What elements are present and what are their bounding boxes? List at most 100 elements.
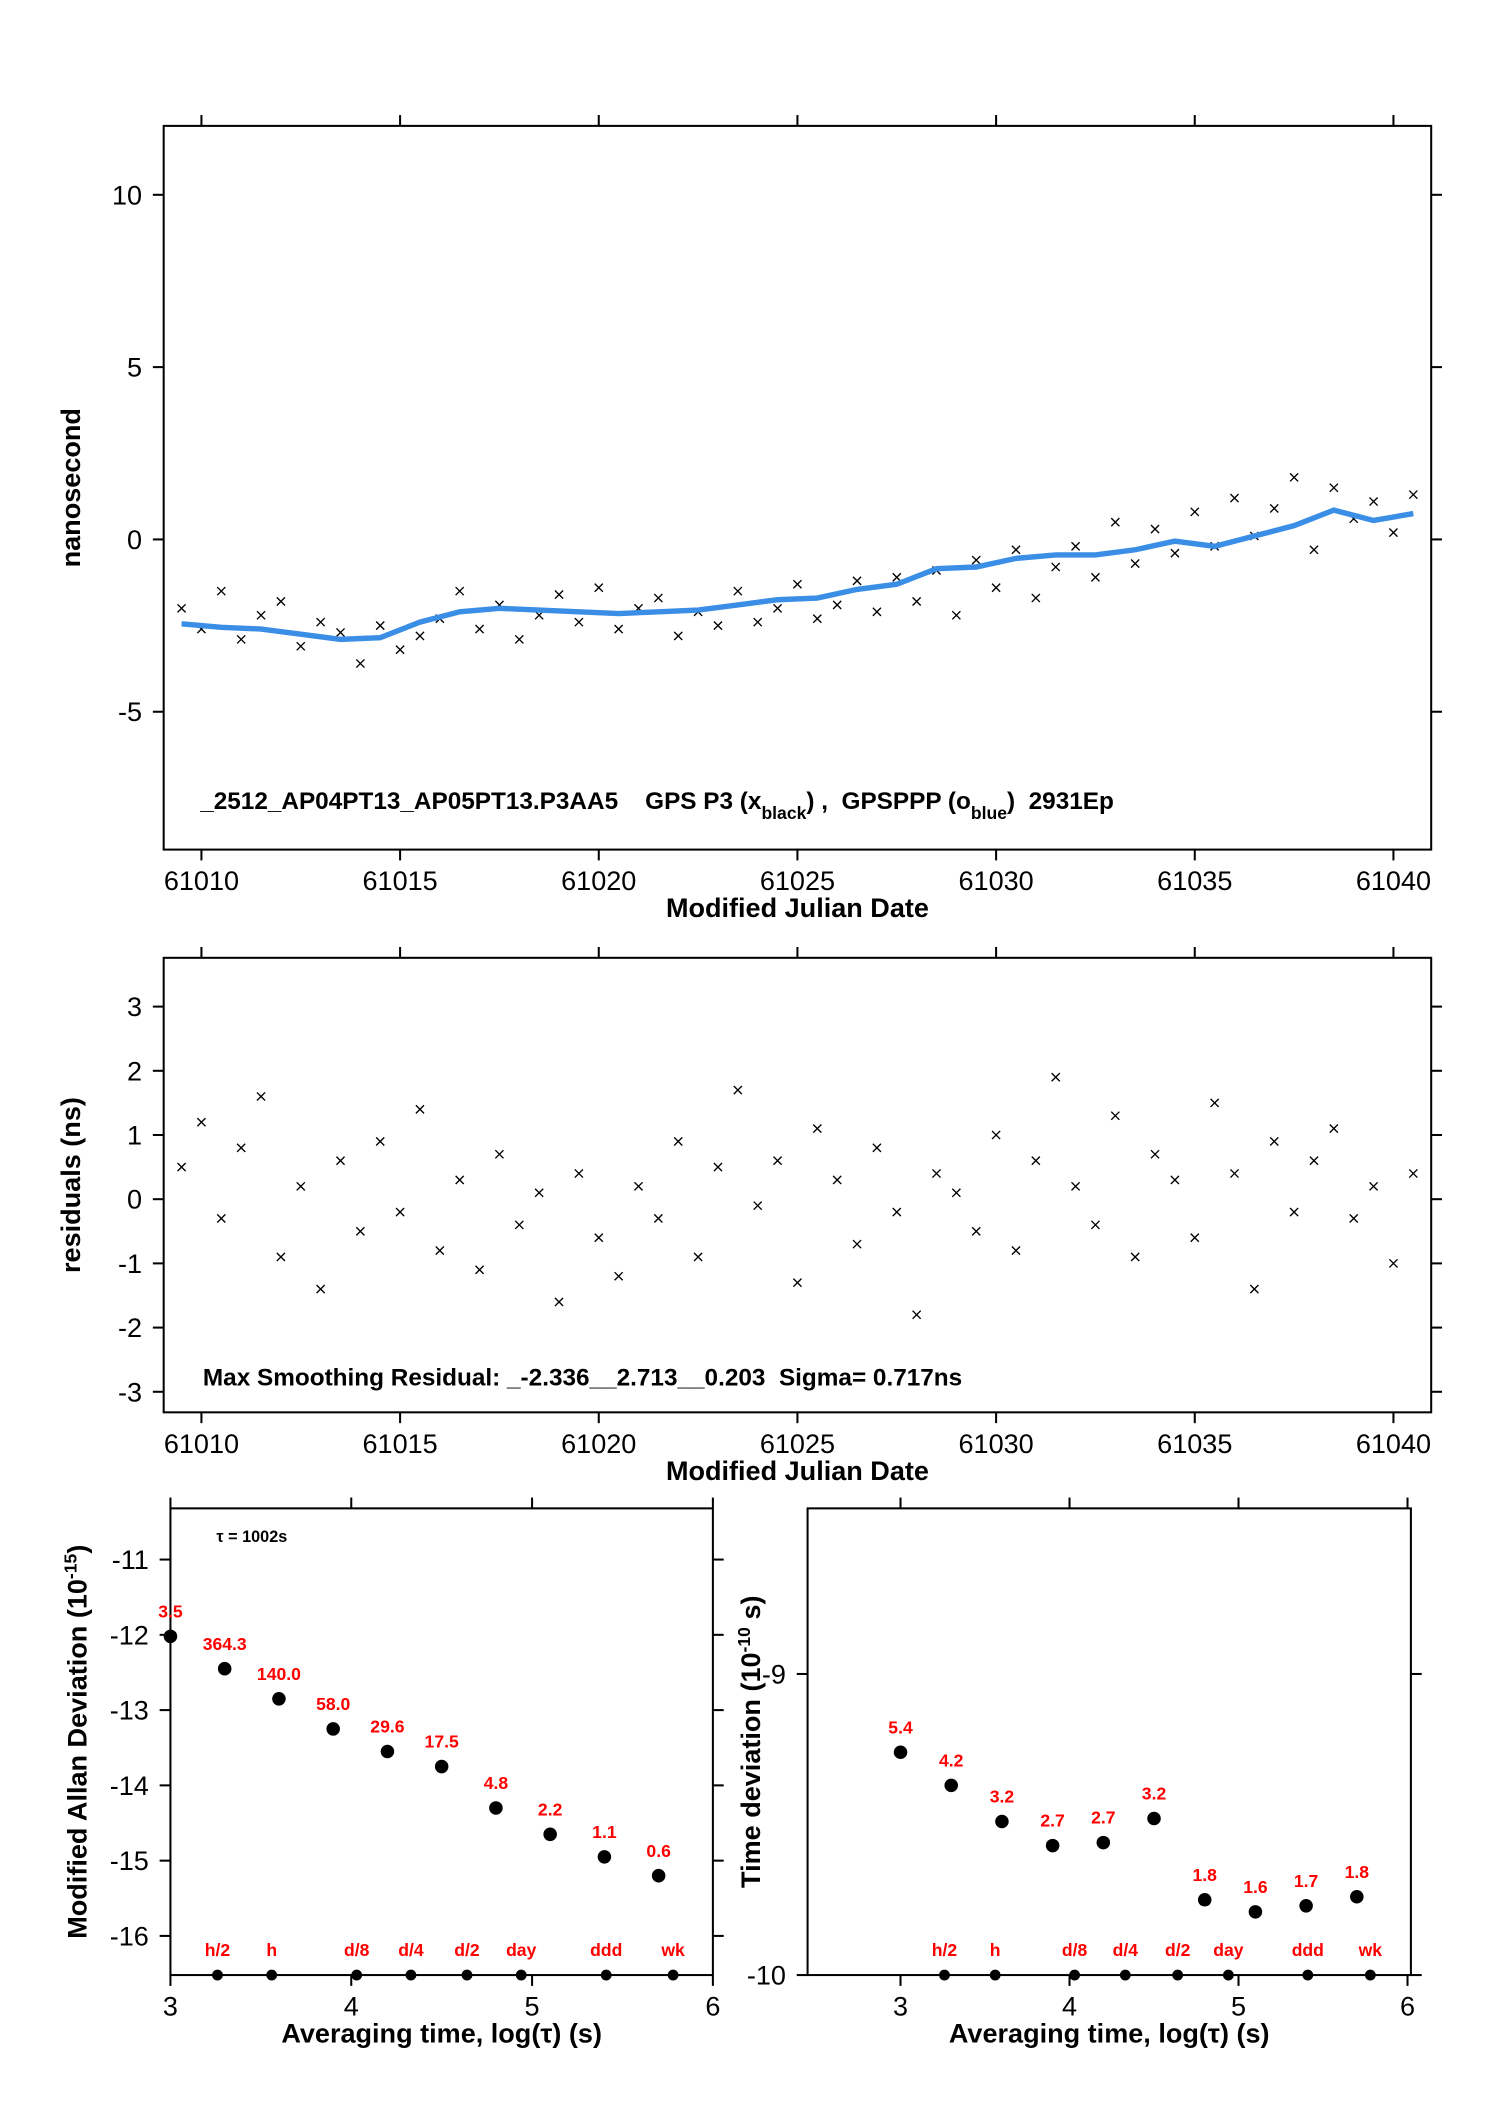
x-tick-label: 6 bbox=[1400, 1992, 1415, 2022]
point bbox=[415, 1104, 425, 1114]
point-label: 1.8 bbox=[1345, 1862, 1370, 1882]
y-tick-label: -16 bbox=[110, 1921, 149, 1951]
x-tick-label: 4 bbox=[1062, 1992, 1077, 2022]
tau-marker-label: h bbox=[990, 1940, 1001, 1960]
point bbox=[1249, 1284, 1259, 1294]
x-tick-label: 5 bbox=[525, 1992, 540, 2022]
point bbox=[1130, 559, 1140, 569]
point bbox=[892, 1207, 902, 1217]
point bbox=[534, 1188, 544, 1198]
y-tick-label: -12 bbox=[110, 1620, 149, 1650]
tau-marker bbox=[939, 1969, 950, 1981]
point bbox=[931, 1168, 942, 1179]
y-tick-label: 10 bbox=[112, 180, 142, 210]
point-label: 2.7 bbox=[1040, 1811, 1064, 1831]
point-label: 17.5 bbox=[425, 1732, 459, 1752]
point bbox=[1110, 517, 1120, 527]
annotation: τ = 1002s bbox=[216, 1528, 287, 1546]
tau-marker bbox=[1222, 1969, 1234, 1981]
point bbox=[256, 1091, 266, 1102]
tau-marker-label: d/4 bbox=[1113, 1940, 1139, 1960]
point bbox=[1130, 1252, 1140, 1262]
point bbox=[1096, 1835, 1111, 1850]
plot-frame bbox=[162, 124, 1433, 851]
point bbox=[316, 1284, 326, 1294]
point bbox=[1229, 493, 1240, 503]
tau-marker bbox=[212, 1969, 223, 1981]
point bbox=[380, 1744, 395, 1759]
y-axis-label: nanosecond bbox=[56, 408, 86, 567]
plot-frame bbox=[169, 1507, 714, 1977]
point bbox=[1150, 524, 1160, 534]
point-label: 2.7 bbox=[1091, 1808, 1115, 1828]
point bbox=[792, 1278, 802, 1288]
y-tick-label: 1 bbox=[127, 1120, 142, 1150]
x-tick-label: 5 bbox=[1231, 1992, 1246, 2022]
tau-marker bbox=[351, 1969, 363, 1981]
point bbox=[614, 1271, 624, 1281]
tau-marker-label: wk bbox=[1358, 1940, 1383, 1960]
text-part: Modified Allan Deviation (10 bbox=[63, 1579, 93, 1939]
point bbox=[236, 634, 246, 644]
y-axis-label: Time deviation (10-10 s) bbox=[734, 1595, 766, 1887]
point-label: 29.6 bbox=[370, 1717, 404, 1737]
point bbox=[1031, 593, 1041, 603]
point bbox=[296, 1181, 306, 1191]
point-label: 0.6 bbox=[646, 1841, 671, 1861]
tau-marker bbox=[1069, 1969, 1081, 1981]
point bbox=[733, 1085, 743, 1095]
text-part: s) bbox=[736, 1595, 766, 1627]
point bbox=[1350, 1890, 1364, 1904]
point bbox=[673, 1136, 683, 1146]
point-label: 1.1 bbox=[592, 1822, 617, 1842]
text-part: nanosecond bbox=[56, 408, 86, 567]
point-label: 1.7 bbox=[1294, 1871, 1318, 1891]
x-tick-label: 61020 bbox=[561, 866, 636, 896]
y-tick-label: -14 bbox=[110, 1771, 149, 1801]
point bbox=[1011, 1246, 1021, 1256]
point bbox=[1408, 1168, 1418, 1179]
point bbox=[1349, 1213, 1359, 1223]
x-tick-label: 6 bbox=[705, 1992, 720, 2022]
tau-marker-label: d/2 bbox=[1165, 1940, 1191, 1960]
point bbox=[434, 1759, 449, 1774]
point bbox=[1197, 1893, 1212, 1907]
point bbox=[1011, 545, 1021, 555]
point bbox=[812, 614, 822, 624]
point-label: 1.6 bbox=[1243, 1877, 1268, 1897]
x-tick-label: 61015 bbox=[362, 866, 437, 896]
point bbox=[594, 583, 604, 593]
text-part: residuals (ns) bbox=[56, 1097, 86, 1273]
point bbox=[1190, 507, 1200, 517]
point bbox=[1170, 548, 1180, 558]
point bbox=[673, 631, 683, 641]
x-axis-label: Averaging time, log(τ) (s) bbox=[281, 2019, 602, 2049]
y-tick-label: -2 bbox=[118, 1313, 142, 1343]
point bbox=[1309, 1156, 1319, 1166]
x-tick-label: 61040 bbox=[1356, 1429, 1431, 1459]
point bbox=[991, 1130, 1001, 1140]
point bbox=[852, 576, 862, 586]
x-tick-label: 4 bbox=[344, 1992, 359, 2022]
tau-marker bbox=[1172, 1969, 1184, 1981]
text-part: ) , GPSPPP (o bbox=[806, 788, 970, 815]
point-label: 2.2 bbox=[538, 1799, 563, 1819]
point bbox=[296, 641, 306, 651]
point bbox=[1210, 1098, 1220, 1108]
point bbox=[693, 1252, 703, 1262]
point bbox=[951, 1188, 961, 1198]
y-tick-label: 0 bbox=[127, 525, 142, 555]
point bbox=[1150, 1149, 1160, 1159]
y-axis-label: Modified Allan Deviation (10-15) bbox=[61, 1545, 93, 1939]
point bbox=[653, 1213, 663, 1223]
point bbox=[375, 1136, 385, 1146]
text-part: -15 bbox=[61, 1553, 81, 1579]
tau-marker-label: h/2 bbox=[932, 1940, 958, 1960]
point bbox=[1071, 541, 1081, 551]
point bbox=[543, 1827, 557, 1842]
x-tick-label: 3 bbox=[163, 1992, 178, 2022]
point bbox=[355, 1226, 365, 1236]
point bbox=[514, 1220, 524, 1230]
tau-marker-label: d/8 bbox=[1062, 1940, 1088, 1960]
x-tick-label: 61035 bbox=[1157, 1429, 1232, 1459]
